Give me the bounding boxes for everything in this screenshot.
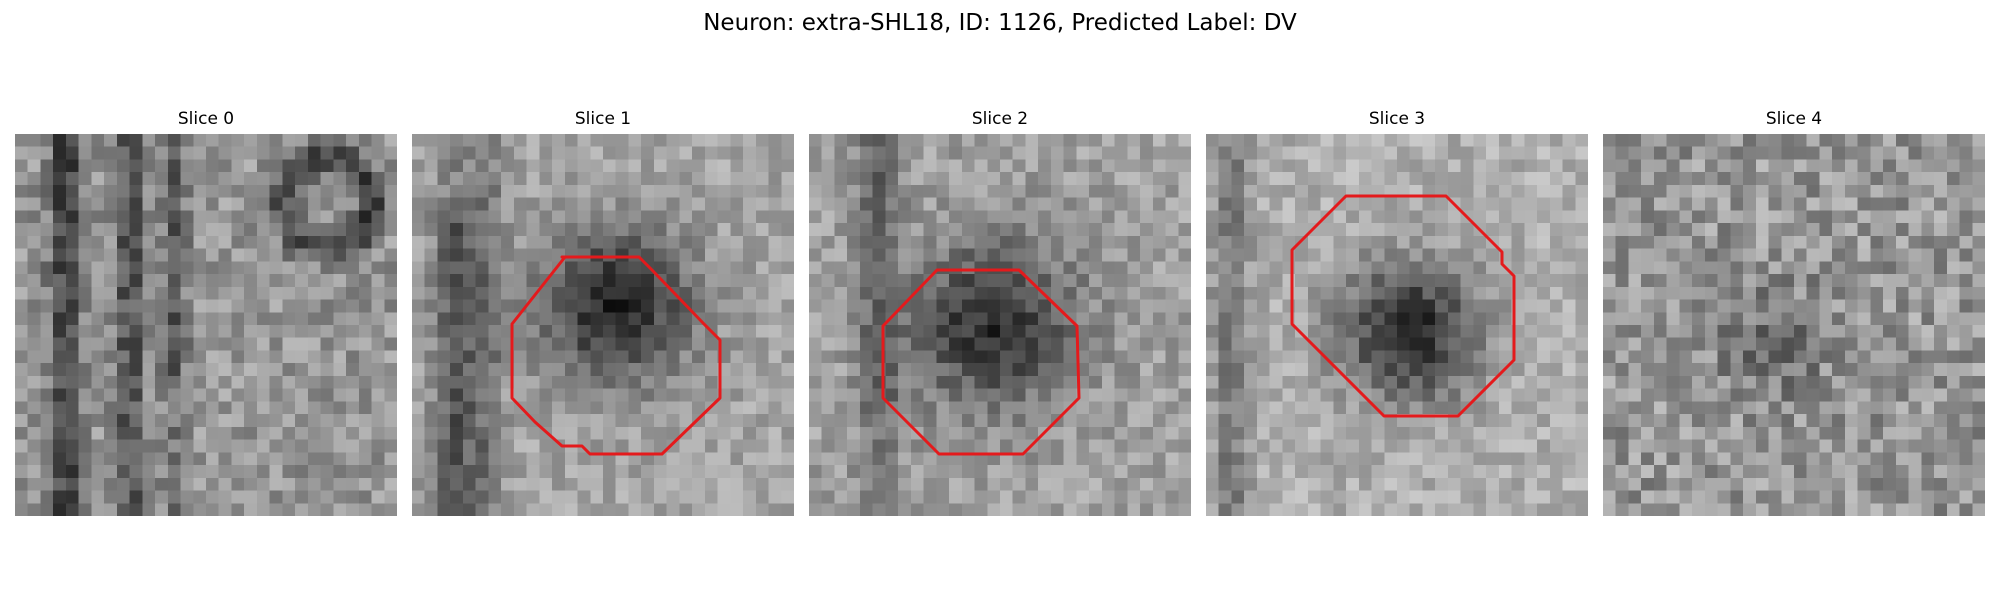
panel-title-slice-4: Slice 4	[1765, 109, 1823, 129]
slice-3-grayscale-image	[1206, 134, 1588, 516]
slice-0-image-panel	[15, 134, 397, 516]
slice-4-grayscale-image	[1603, 134, 1985, 516]
slice-1-grayscale-image	[412, 134, 794, 516]
slice-3-image-panel	[1206, 134, 1588, 516]
slice-1-contour-overlay	[510, 255, 722, 456]
slice-2-red-contour	[881, 268, 1081, 456]
slice-2-contour-overlay	[881, 268, 1081, 456]
panel-title-slice-0: Slice 0	[177, 109, 235, 129]
slice-0-grayscale-image	[15, 134, 397, 516]
slice-2-image-panel	[809, 134, 1191, 516]
slice-3-red-contour	[1290, 194, 1516, 418]
slice-1-red-contour	[510, 255, 722, 456]
slice-2-grayscale-image	[809, 134, 1191, 516]
figure-title: Neuron: extra-SHL18, ID: 1126, Predicted…	[703, 10, 1297, 36]
slice-4-image-panel	[1603, 134, 1985, 516]
slice-3-contour-overlay	[1290, 194, 1516, 418]
panel-title-slice-3: Slice 3	[1368, 109, 1426, 129]
panel-title-slice-2: Slice 2	[971, 109, 1029, 129]
slice-1-image-panel	[412, 134, 794, 516]
panel-title-slice-1: Slice 1	[574, 109, 632, 129]
